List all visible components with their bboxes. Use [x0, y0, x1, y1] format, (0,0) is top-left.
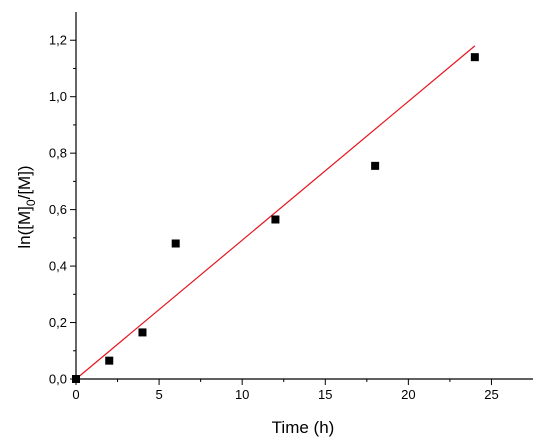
x-tick-label: 0: [72, 387, 79, 402]
y-tick-label: 1,0: [49, 89, 67, 104]
x-tick-label: 20: [401, 387, 415, 402]
fit-line-group: [75, 45, 476, 380]
x-tick-label: 10: [235, 387, 249, 402]
x-axis-label: Time (h): [272, 418, 335, 437]
data-point: [105, 356, 114, 365]
fit-line: [75, 45, 476, 380]
y-axis-label-subscript: 0: [24, 199, 38, 206]
y-tick-label: 0,0: [49, 372, 67, 387]
data-point: [271, 215, 280, 224]
y-axis-label: ln([M]0/[M]): [15, 165, 38, 248]
y-axis-label-suffix: /[M]): [15, 165, 34, 199]
y-tick-label: 1,2: [49, 33, 67, 48]
x-tick-label: 5: [155, 387, 162, 402]
y-tick-label: 0,2: [49, 315, 67, 330]
data-point: [371, 161, 380, 170]
x-tick-label: 15: [318, 387, 332, 402]
y-axis-label-prefix: ln([M]: [15, 206, 34, 249]
data-point: [138, 328, 147, 337]
data-point: [72, 375, 80, 383]
ticks: 0 5 10 15 20 25 0,0 0,2 0,4 0,6 0,8 1,0 1,2: [49, 33, 499, 402]
data-points: [72, 53, 479, 383]
axes: [75, 12, 533, 380]
x-tick-label: 25: [484, 387, 498, 402]
data-point: [171, 239, 180, 248]
y-tick-label: 0,4: [49, 259, 67, 274]
y-tick-label: 0,6: [49, 202, 67, 217]
y-tick-label: 0,8: [49, 146, 67, 161]
data-point: [470, 53, 479, 62]
